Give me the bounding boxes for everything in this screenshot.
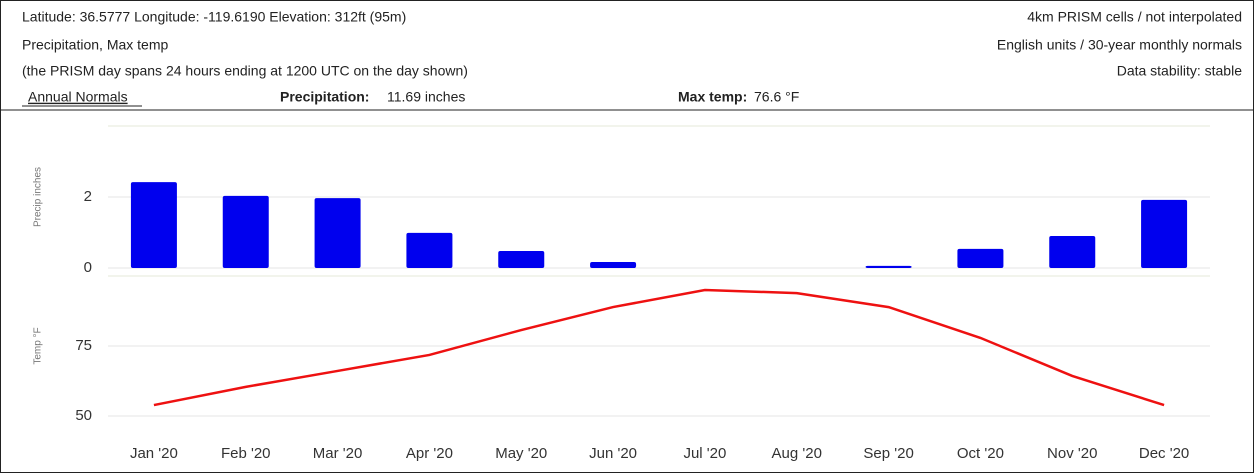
- x-tick-label: Jul '20: [683, 445, 726, 462]
- x-tick-label: Aug '20: [772, 445, 822, 462]
- precip-value: 11.69 inches: [387, 89, 465, 105]
- x-tick-label: May '20: [495, 445, 547, 462]
- x-tick-label: Apr '20: [406, 445, 453, 462]
- stability: Data stability: stable: [1117, 63, 1242, 79]
- x-tick-label: Oct '20: [957, 445, 1004, 462]
- bar: [406, 232, 453, 268]
- y-tick-label: 75: [75, 337, 92, 354]
- y-tick-label: 0: [84, 259, 92, 276]
- temp-line: [153, 288, 1165, 407]
- x-tick-label: Sep '20: [863, 445, 913, 462]
- location: Latitude: 36.5777 Longitude: -119.6190 E…: [22, 9, 406, 25]
- note: (the PRISM day spans 24 hours ending at …: [22, 63, 468, 79]
- bar: [957, 248, 1004, 268]
- annual-link[interactable]: Annual Normals: [28, 89, 128, 105]
- bar: [865, 265, 912, 268]
- x-tick-label: Mar '20: [313, 445, 363, 462]
- x-tick-label: Feb '20: [221, 445, 271, 462]
- x-tick-label: Jan '20: [130, 445, 178, 462]
- bar: [314, 198, 361, 268]
- temp-value: 76.6 °F: [754, 89, 799, 105]
- bar: [1049, 236, 1096, 268]
- bar: [590, 261, 637, 268]
- precip-label: Precipitation:: [280, 89, 369, 105]
- units: English units / 30-year monthly normals: [997, 37, 1242, 53]
- x-tick-label: Dec '20: [1139, 445, 1189, 462]
- bar: [222, 195, 269, 268]
- x-tick-label: Jun '20: [589, 445, 637, 462]
- bar: [130, 182, 177, 268]
- bar: [498, 250, 545, 268]
- temp-label: Max temp:: [678, 89, 747, 105]
- y-axis-label: Precip inches: [33, 167, 44, 227]
- y-axis-label: Temp °F: [33, 327, 44, 364]
- y-tick-label: 50: [75, 407, 92, 424]
- variables: Precipitation, Max temp: [22, 37, 168, 53]
- x-tick-label: Nov '20: [1047, 445, 1097, 462]
- y-tick-label: 2: [84, 188, 92, 205]
- cells: 4km PRISM cells / not interpolated: [1027, 9, 1242, 25]
- bar: [1141, 199, 1188, 268]
